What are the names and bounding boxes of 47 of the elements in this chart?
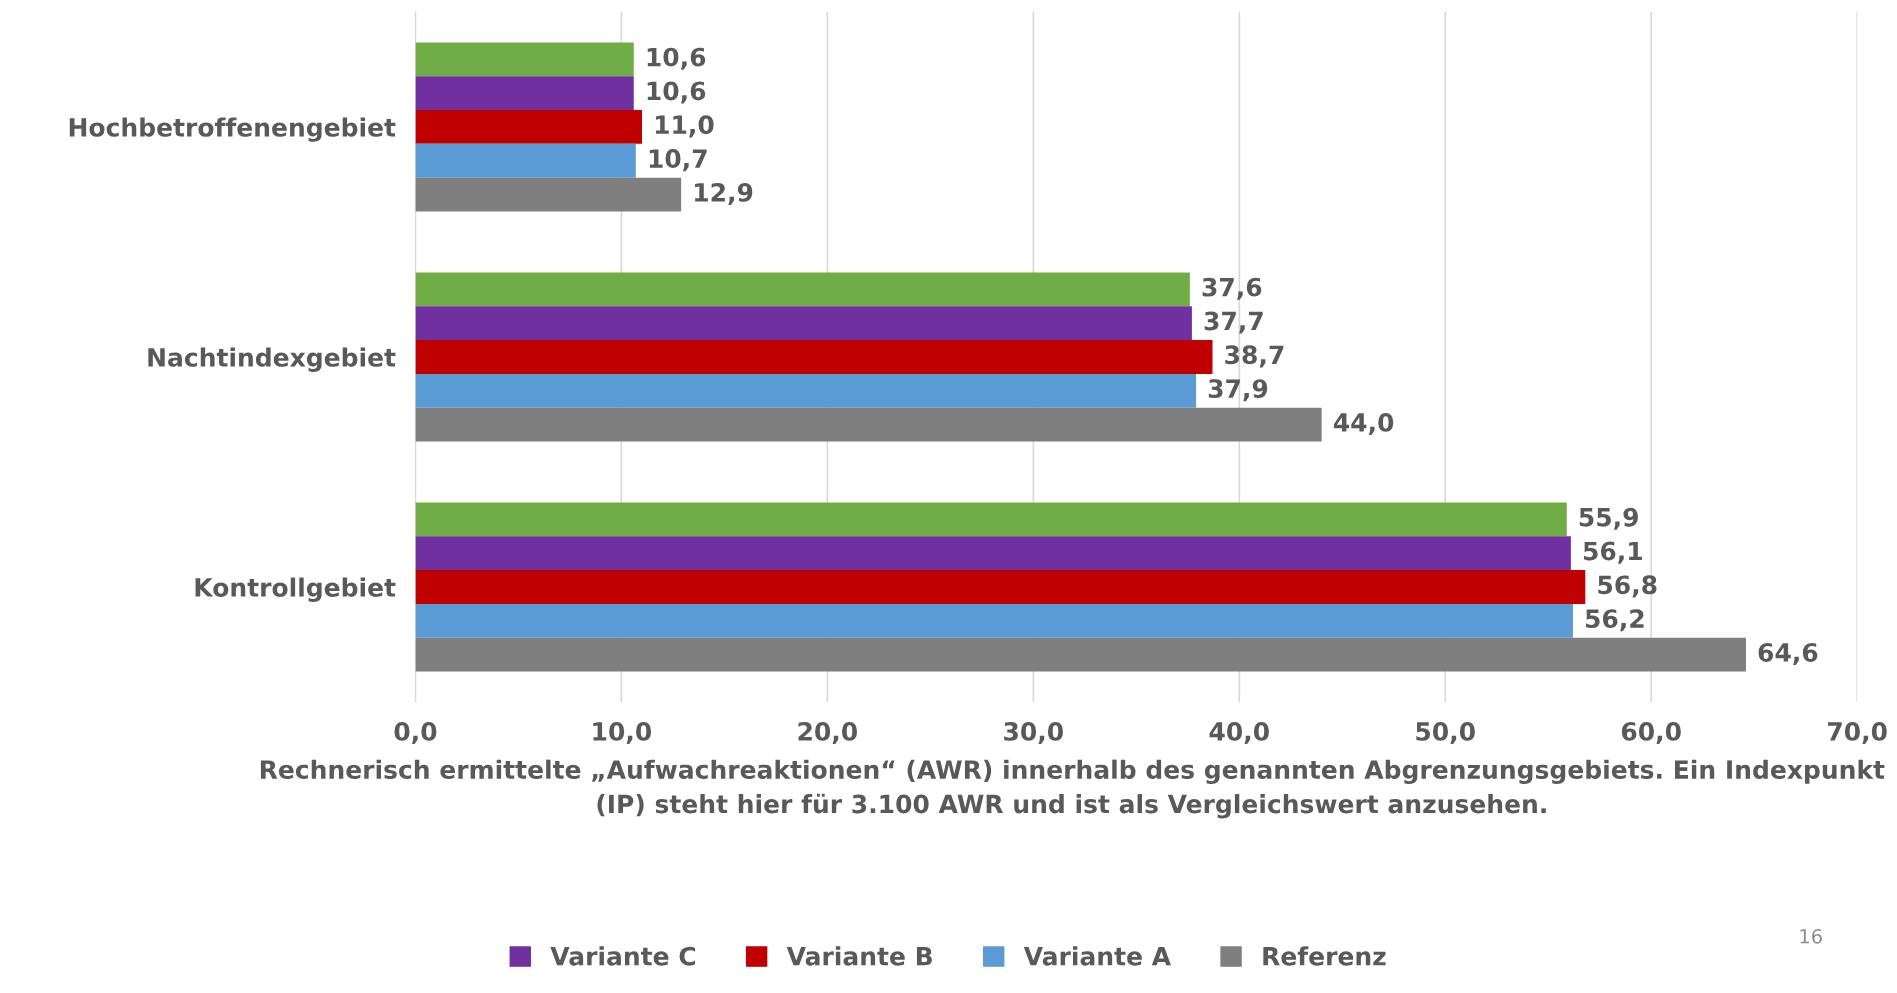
x-tick-label: 70,0 (1827, 721, 1887, 745)
data-label: 38,7 (1225, 345, 1284, 368)
data-label: 37,7 (1204, 311, 1263, 334)
x-tick-label: 20,0 (798, 721, 858, 745)
x-tick-label: 40,0 (1209, 721, 1269, 745)
x-tick-label: 60,0 (1621, 721, 1681, 745)
legend-label: Variante B (786, 946, 932, 966)
data-label: 37,9 (1208, 379, 1268, 402)
bar (415, 42, 634, 77)
bar (415, 536, 1571, 571)
data-label: 55,9 (1579, 507, 1638, 530)
bar (415, 373, 1197, 408)
x-tick-label: 30,0 (1004, 721, 1063, 745)
x-axis-title: Rechnerisch ermittelte „Aufwachreaktionen“ (AWR) innerhalb des genannten Abgrenzungsgebiets. Ein Indexpunkt (IP) steht hier für 3.100 AWR und ist als Vergleichswert anzusehen. (260, 759, 1885, 819)
bar (415, 306, 1192, 341)
y-tick-label: Kontrollgebiet (195, 577, 396, 602)
legend-label: Referenz (1263, 946, 1386, 966)
x-tick-label: 50,0 (1416, 721, 1475, 745)
data-label: 56,2 (1585, 609, 1644, 632)
bar (415, 637, 1746, 672)
data-label: 10,6 (647, 81, 706, 104)
data-label: 10,6 (647, 47, 706, 70)
bar (415, 110, 642, 144)
bar (415, 603, 1573, 638)
data-label: 56,1 (1583, 541, 1642, 564)
data-label: 12,9 (695, 182, 753, 206)
bar (415, 340, 1213, 374)
data-label: 11,0 (655, 115, 714, 138)
bar (415, 272, 1190, 307)
y-tick-label: Hochbetroffenengebiet (69, 117, 396, 142)
data-label: 10,7 (649, 149, 707, 172)
data-label: 56,8 (1598, 575, 1657, 598)
text: 16 (1800, 928, 1822, 944)
x-tick-label: 0,0 (394, 721, 437, 745)
data-label: 64,6 (1758, 643, 1818, 666)
y-tick-label: Nachtindexgebiet (148, 347, 396, 372)
legend-label: Variante C (550, 946, 696, 966)
x-tick-label: 10,0 (593, 721, 652, 745)
data-label: 37,6 (1202, 277, 1262, 300)
bar (415, 502, 1567, 537)
data-label: 44,0 (1333, 412, 1394, 436)
bar (415, 76, 634, 111)
bar (415, 407, 1322, 442)
bar (415, 143, 636, 178)
bar (415, 570, 1586, 604)
bar (415, 177, 682, 212)
legend-label: Variante A (1023, 946, 1171, 966)
